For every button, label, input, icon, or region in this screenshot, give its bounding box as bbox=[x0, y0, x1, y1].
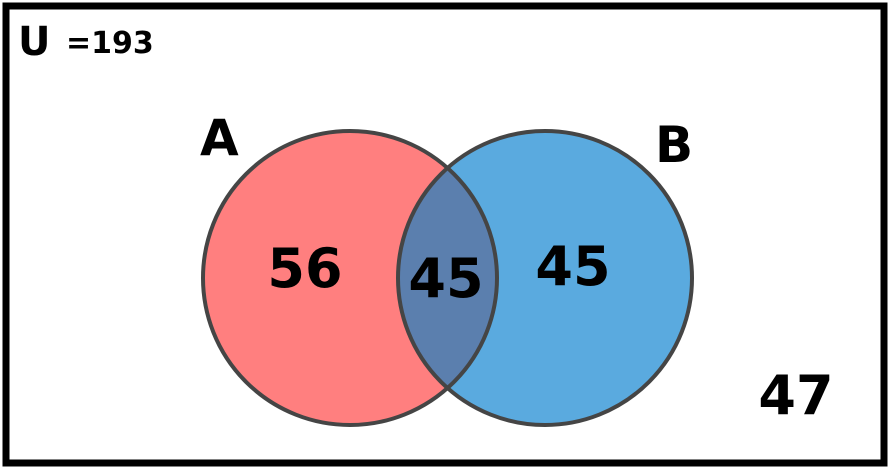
outside-count: 47 bbox=[758, 364, 833, 427]
universe-symbol: U bbox=[18, 19, 50, 65]
b-only-count: 45 bbox=[535, 235, 610, 298]
set-a-outline bbox=[201, 129, 499, 427]
set-a-label: A bbox=[200, 109, 239, 167]
a-only-count: 56 bbox=[267, 237, 342, 300]
intersection-count: 45 bbox=[408, 247, 483, 310]
universe-total: =193 bbox=[66, 26, 154, 61]
intersection-region bbox=[398, 131, 497, 425]
set-b-label: B bbox=[655, 116, 693, 174]
set-b-outline bbox=[396, 129, 694, 427]
